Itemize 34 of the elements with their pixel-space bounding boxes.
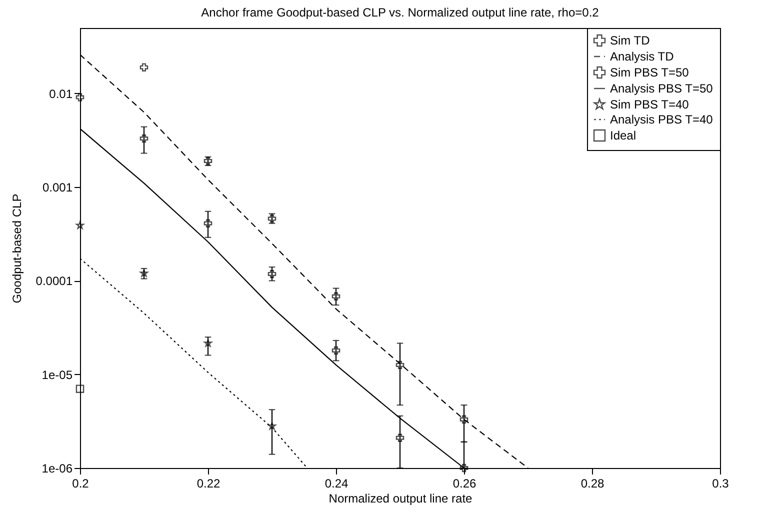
legend-label: Analysis PBS T=40 bbox=[610, 112, 714, 126]
point bbox=[140, 134, 148, 143]
legend-label: Ideal bbox=[610, 128, 636, 142]
x-tick-label: 0.28 bbox=[580, 476, 604, 490]
point bbox=[332, 292, 340, 301]
x-axis-title: Normalized output line rate bbox=[328, 492, 473, 506]
point bbox=[332, 346, 340, 355]
point bbox=[396, 360, 404, 370]
legend-label: Analysis PBS T=50 bbox=[610, 82, 714, 96]
x-tick-label: 0.3 bbox=[712, 476, 730, 490]
legend-label: Analysis TD bbox=[610, 50, 674, 64]
y-axis-title: Goodput-based CLP bbox=[10, 194, 24, 304]
point bbox=[460, 464, 468, 472]
point bbox=[140, 63, 148, 72]
y-tick-label: 1e-05 bbox=[42, 368, 73, 382]
x-tick-label: 0.22 bbox=[196, 476, 220, 490]
point bbox=[204, 219, 212, 228]
legend-label: Sim PBS T=50 bbox=[610, 66, 690, 80]
y-tick-label: 0.001 bbox=[42, 180, 73, 195]
x-tick-label: 0.24 bbox=[324, 476, 348, 490]
point bbox=[396, 434, 404, 442]
x-tick-label: 0.26 bbox=[452, 476, 476, 490]
x-tick-label: 0.2 bbox=[72, 476, 90, 490]
point bbox=[76, 384, 84, 393]
point bbox=[76, 93, 84, 102]
chart-title: Anchor frame Goodput-based CLP vs. Normalized output line rate, rho=0.2 bbox=[201, 6, 600, 20]
y-tick-label: 0.0001 bbox=[36, 274, 73, 288]
y-tick-label: 0.01 bbox=[49, 86, 73, 101]
y-tick-label: 1e-06 bbox=[42, 462, 73, 476]
legend-label: Sim TD bbox=[610, 34, 650, 48]
line-series bbox=[80, 258, 308, 468]
legend-label: Sim PBS T=40 bbox=[610, 98, 690, 112]
point bbox=[460, 415, 468, 424]
point bbox=[268, 270, 276, 278]
